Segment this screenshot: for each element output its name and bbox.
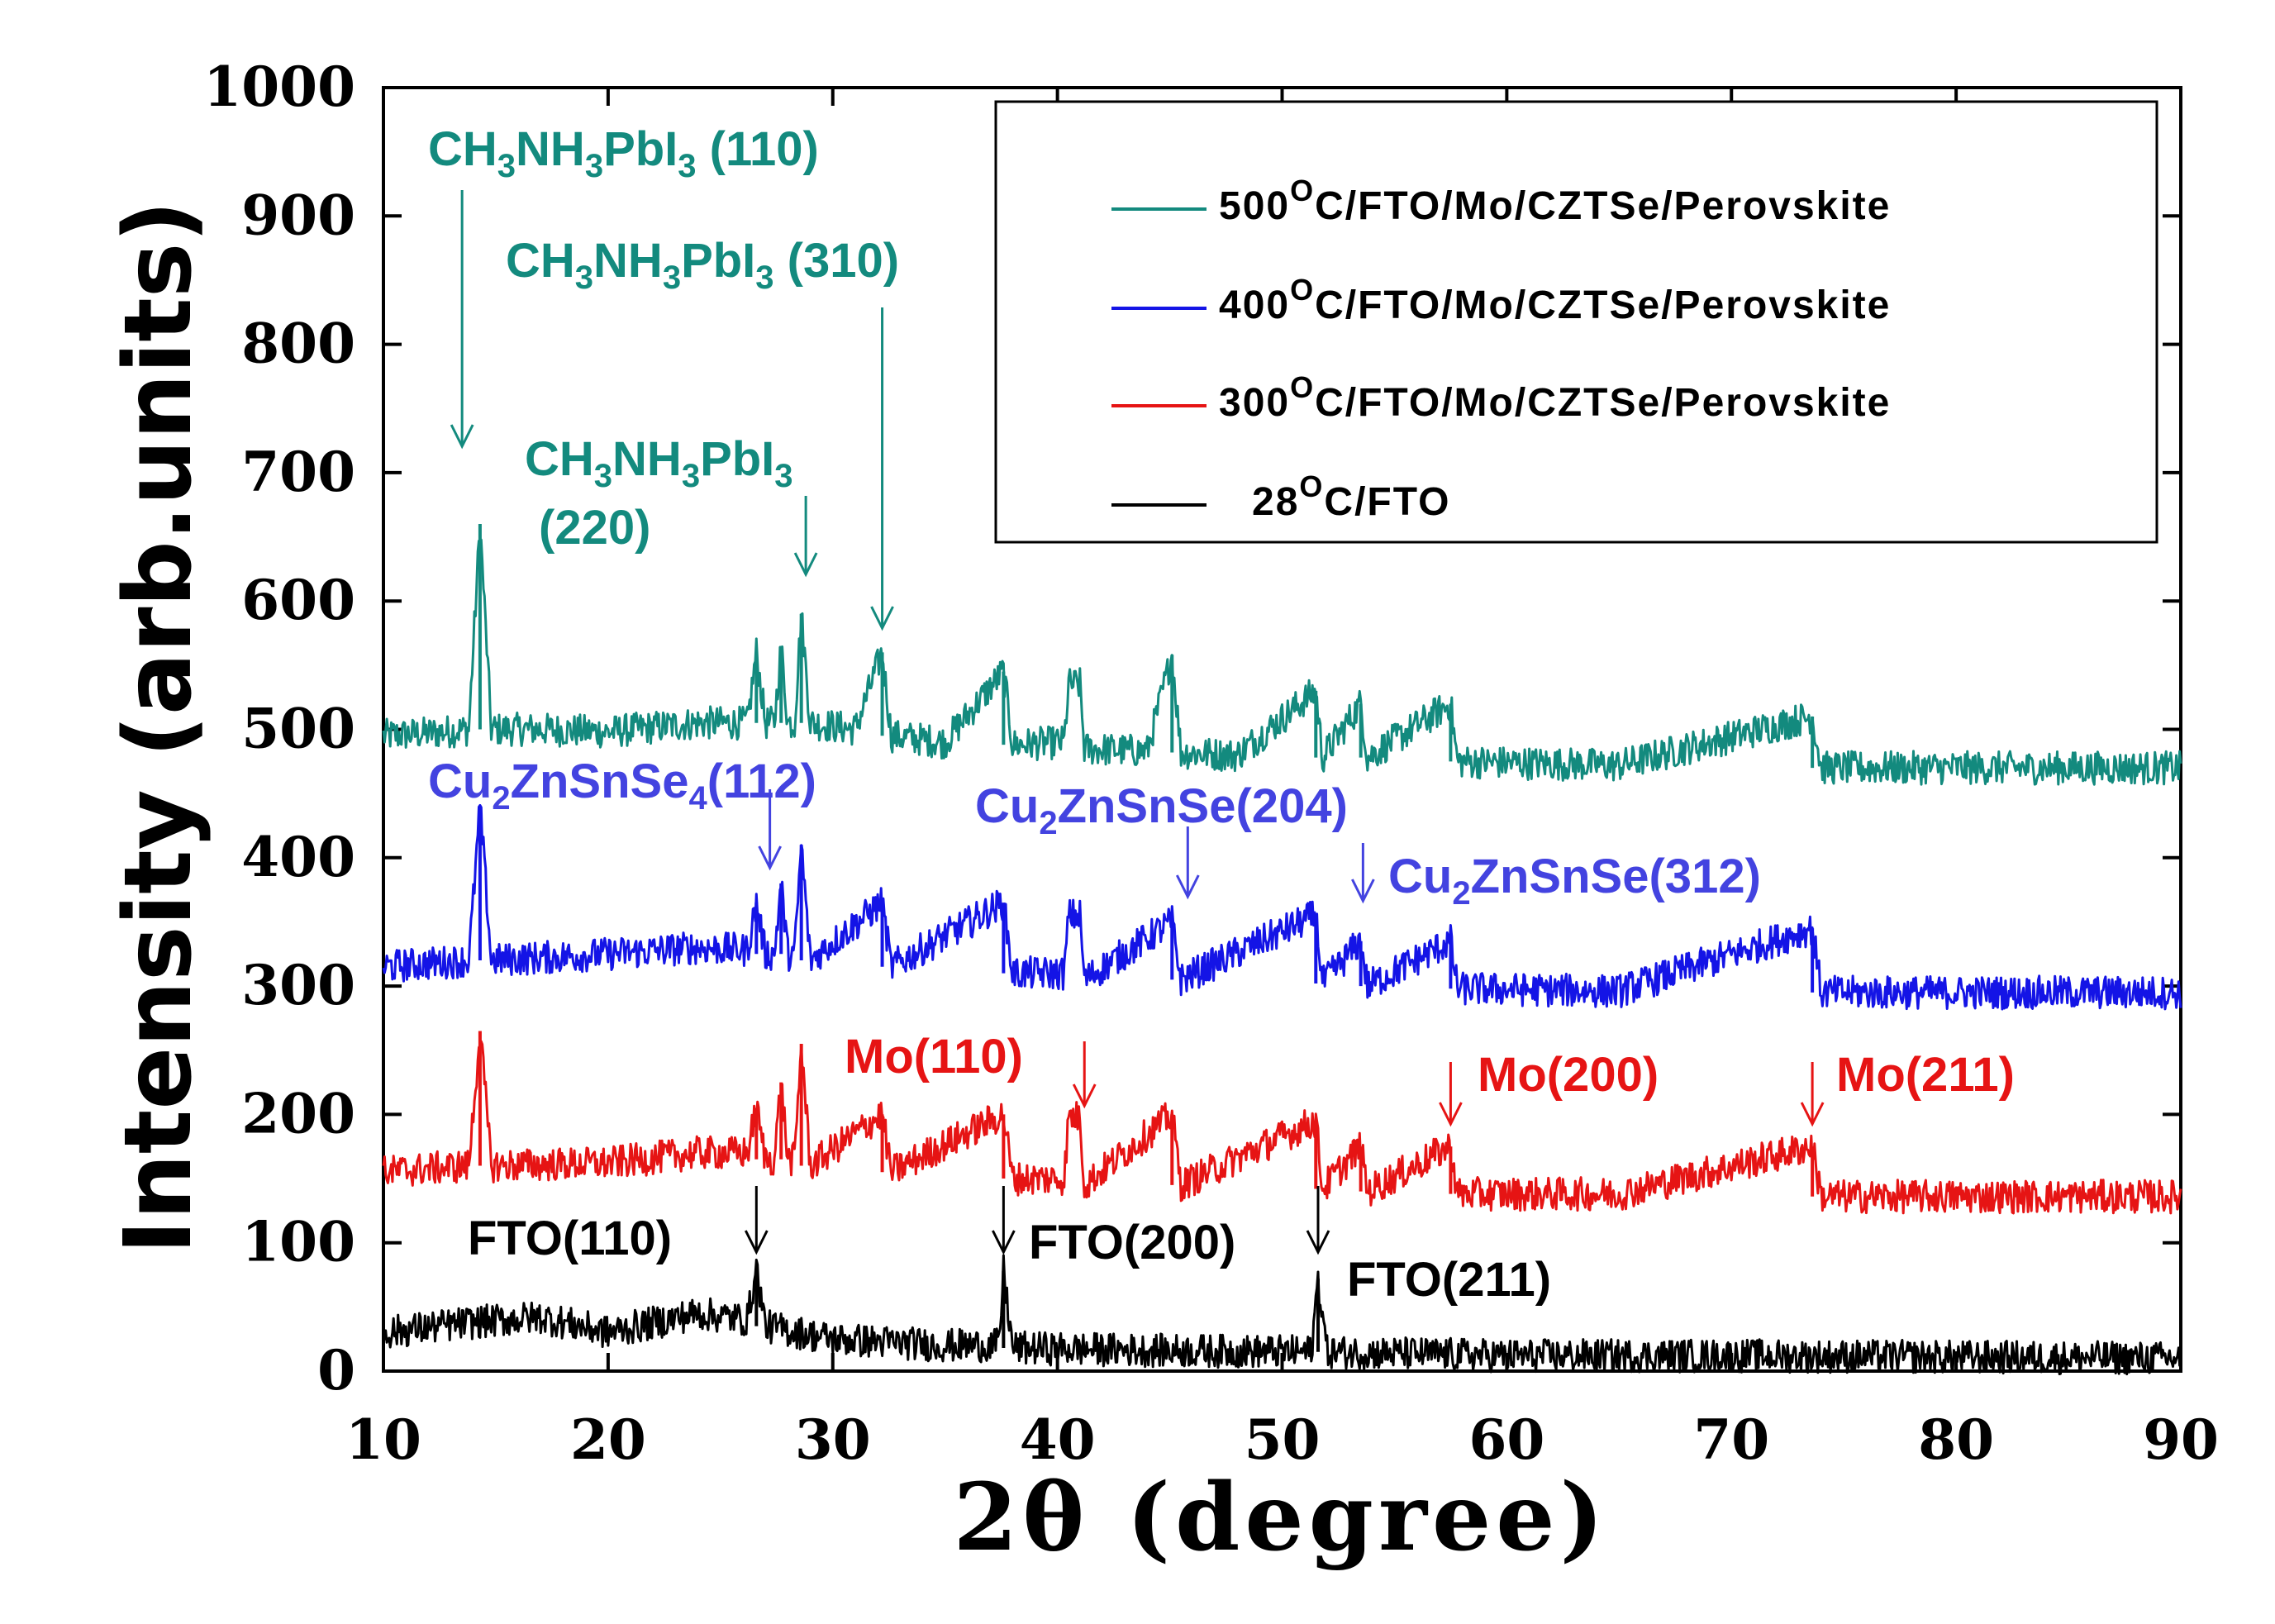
arrow-mo110 — [1072, 1041, 1097, 1109]
y-tick-label: 100 — [241, 1210, 355, 1274]
legend: 500OC/FTO/Mo/CZTSe/Perovskite 400OC/FTO/… — [994, 100, 2158, 544]
annotation-fto-211: FTO(211) — [1347, 1253, 1551, 1307]
x-axis-label: 2θ (degree) — [953, 1464, 1608, 1572]
legend-label-500: 500OC/FTO/Mo/CZTSe/Perovskite — [1219, 174, 1891, 228]
annotation-ch3nh3pbi3-220: CH3NH3PbI3 — [525, 432, 793, 494]
x-tick-label: 80 — [1918, 1407, 1994, 1472]
y-tick-label: 700 — [241, 440, 355, 504]
arrow-fto211 — [1306, 1186, 1330, 1255]
annotation-ch3nh3pbi3-110: CH3NH3PbI3 (110) — [428, 122, 819, 184]
x-tick-label: 30 — [795, 1407, 871, 1472]
arrow-czt112 — [758, 789, 782, 871]
arrow-ch310 — [870, 307, 894, 631]
series-line-3 — [382, 1254, 2182, 1376]
y-axis-label: Intensity (arb.units) — [105, 200, 212, 1254]
annotation-fto-110: FTO(110) — [468, 1212, 672, 1265]
annotation-mo-211: Mo(211) — [1836, 1048, 2015, 1102]
y-tick-label: 1000 — [203, 55, 355, 119]
arrow-ch220 — [793, 496, 818, 578]
legend-box — [994, 100, 2158, 544]
y-axis-ticks: 0 100 200 300 400 500 600 700 800 900 1000 — [203, 55, 2181, 1403]
arrow-fto110 — [744, 1186, 769, 1255]
y-tick-label: 900 — [241, 183, 355, 247]
annotation-fto-200: FTO(200) — [1029, 1216, 1235, 1269]
legend-label-300: 300OC/FTO/Mo/CZTSe/Perovskite — [1219, 370, 1891, 425]
y-tick-label: 400 — [241, 825, 355, 889]
arrow-czt204 — [1175, 826, 1200, 900]
series-lines — [382, 524, 2182, 1376]
arrow-ch110 — [450, 190, 474, 450]
series-line-0 — [382, 538, 2182, 786]
annotation-arrows — [450, 190, 1825, 1255]
y-tick-label: 800 — [241, 312, 355, 376]
x-axis-ticks: 10 20 30 40 50 60 70 80 90 — [345, 88, 2219, 1472]
y-tick-label: 0 — [317, 1338, 355, 1403]
annotation-ch3nh3pbi3-220-index: (220) — [539, 501, 650, 555]
annotations: CH3NH3PbI3 (110) CH3NH3PbI3 (310) CH3NH3… — [428, 122, 2015, 1307]
annotation-ch3nh3pbi3-310: CH3NH3PbI3 (310) — [506, 234, 899, 296]
arrow-mo200 — [1439, 1062, 1463, 1127]
x-tick-label: 20 — [570, 1407, 646, 1472]
x-tick-label: 50 — [1245, 1407, 1321, 1472]
annotation-czts-112: Cu2ZnSnSe4(112) — [428, 755, 816, 817]
y-tick-label: 300 — [241, 953, 355, 1017]
arrow-mo211 — [1800, 1062, 1825, 1127]
legend-label-400: 400OC/FTO/Mo/CZTSe/Perovskite — [1219, 273, 1891, 327]
y-tick-label: 200 — [241, 1081, 355, 1145]
annotation-czts-312: Cu2ZnSnSe(312) — [1388, 850, 1761, 912]
series-line-1 — [382, 803, 2182, 1011]
y-tick-label: 600 — [241, 568, 355, 632]
y-tick-label: 500 — [241, 697, 355, 761]
annotation-mo-200: Mo(200) — [1478, 1048, 1659, 1102]
x-tick-label: 10 — [345, 1407, 421, 1472]
x-tick-label: 60 — [1468, 1407, 1544, 1472]
annotation-mo-110: Mo(110) — [845, 1030, 1023, 1083]
legend-label-28: 28OC/FTO — [1252, 469, 1451, 524]
arrow-czt312 — [1351, 843, 1375, 904]
x-tick-label: 40 — [1020, 1407, 1096, 1472]
x-tick-label: 90 — [2143, 1407, 2219, 1472]
arrow-fto200 — [992, 1186, 1016, 1255]
series-line-2 — [382, 1040, 2182, 1215]
annotation-czts-204: Cu2ZnSnSe(204) — [975, 779, 1348, 841]
x-tick-label: 70 — [1693, 1407, 1769, 1472]
